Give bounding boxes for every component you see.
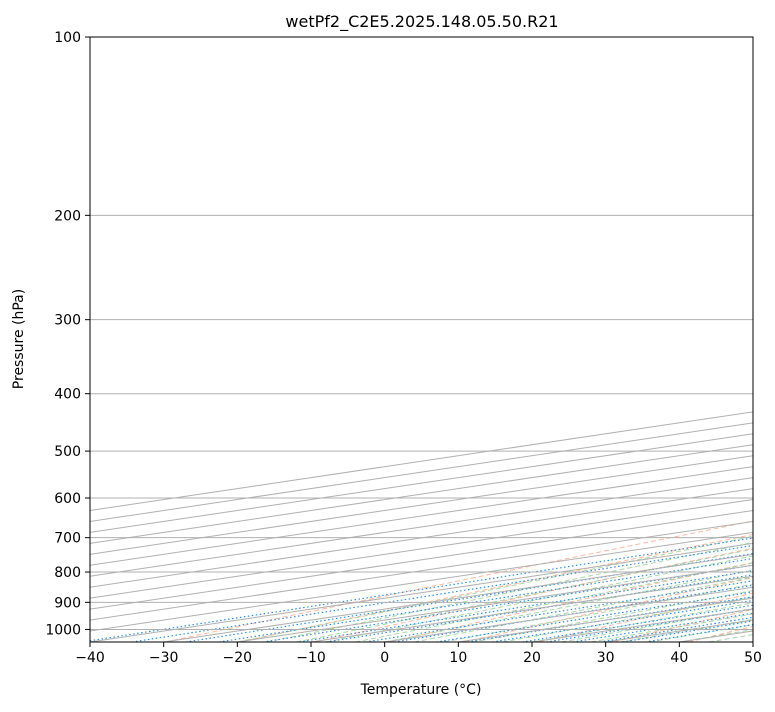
y-tick-label: 100 <box>54 30 81 46</box>
y-tick-label: 1000 <box>45 622 81 638</box>
x-tick-label: 40 <box>670 650 688 666</box>
x-tick-label: −20 <box>223 650 253 666</box>
x-tick-label: 50 <box>744 650 762 666</box>
x-tick-label: 0 <box>380 650 389 666</box>
x-tick-label: 30 <box>597 650 615 666</box>
y-tick-label: 400 <box>54 387 81 403</box>
y-tick-label: 700 <box>54 531 81 547</box>
y-tick-label: 500 <box>54 444 81 460</box>
x-tick-label: −40 <box>75 650 105 666</box>
y-tick-label: 600 <box>54 491 81 507</box>
y-tick-label: 300 <box>54 313 81 329</box>
x-axis-label: Temperature (°C) <box>360 682 482 698</box>
x-tick-label: −10 <box>296 650 326 666</box>
y-tick-label: 200 <box>54 208 81 224</box>
x-tick-label: 20 <box>523 650 541 666</box>
x-tick-label: 10 <box>449 650 467 666</box>
y-tick-label: 800 <box>54 565 81 581</box>
chart-title: wetPf2_C2E5.2025.148.05.50.R21 <box>285 12 558 32</box>
x-tick-label: −30 <box>149 650 179 666</box>
y-tick-label: 900 <box>54 595 81 611</box>
y-axis-label: Pressure (hPa) <box>11 289 27 389</box>
